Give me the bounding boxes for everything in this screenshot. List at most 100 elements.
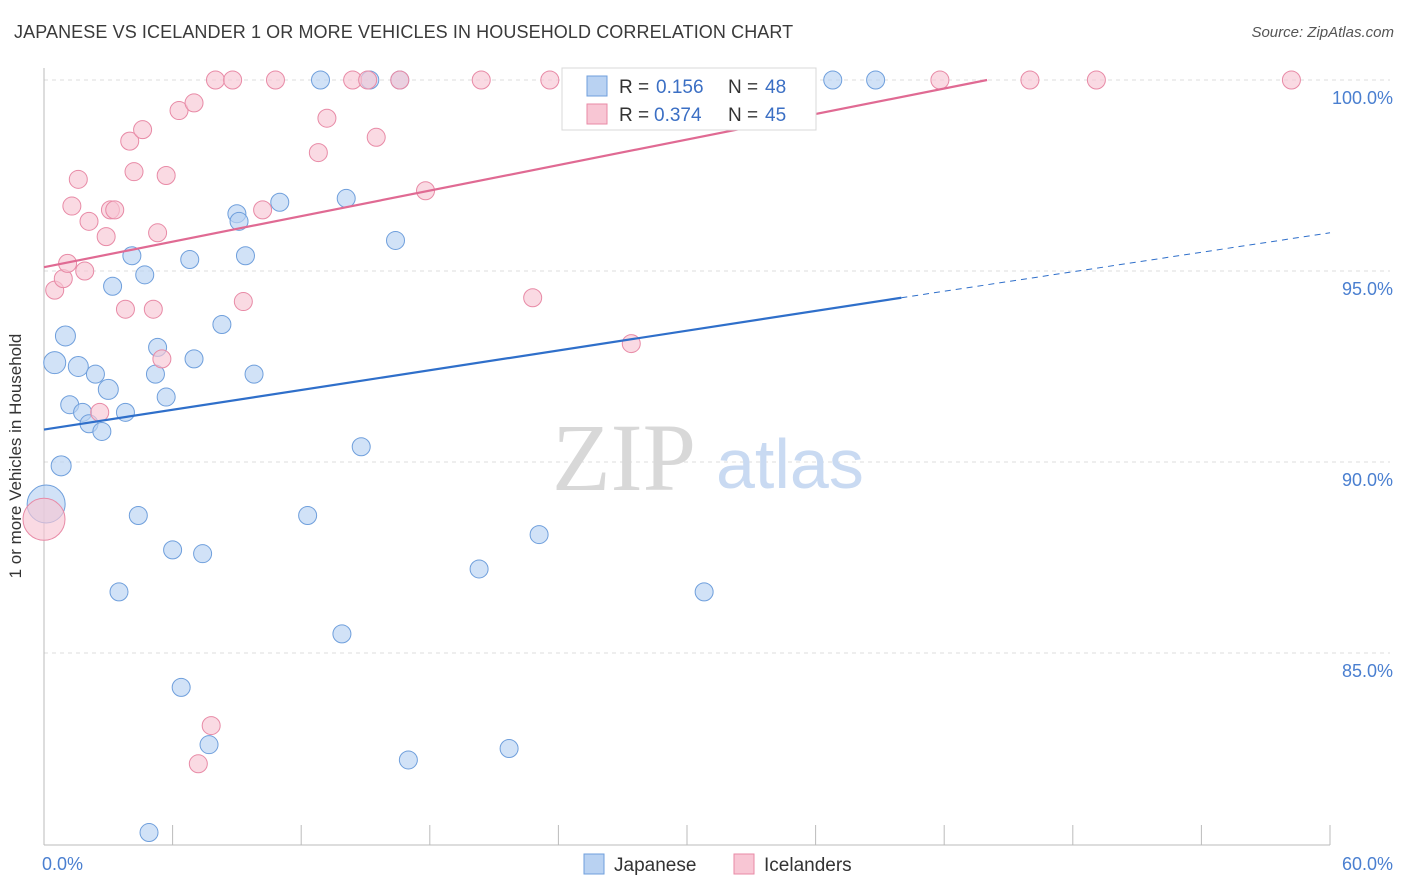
icelander-point-44	[1281, 70, 1301, 90]
icelander-point-36	[471, 70, 491, 90]
japanese-point-44	[529, 525, 549, 545]
bottom-legend-swatch-japanese	[583, 853, 605, 875]
japanese-point-22	[171, 677, 191, 697]
icelander-point-13	[120, 131, 140, 151]
trendline-icelanders	[43, 78, 988, 269]
japanese-point-21	[163, 540, 183, 560]
icelander-point-32	[358, 70, 378, 90]
icelander-point-41	[930, 70, 950, 90]
japanese-point-30	[235, 246, 255, 266]
icelander-point-7	[79, 211, 99, 231]
icelander-point-21	[184, 93, 204, 113]
legend-n-label-japanese: N =	[728, 77, 758, 98]
icelander-point-12	[115, 299, 135, 319]
japanese-point-32	[270, 192, 290, 212]
icelander-point-19	[156, 166, 176, 185]
japanese-point-9	[92, 421, 112, 441]
japanese-point-25	[193, 544, 213, 564]
icelander-point-18	[152, 349, 172, 369]
bottom-legend-label-japanese: Japanese	[614, 855, 696, 876]
japanese-point-17	[139, 823, 159, 843]
japanese-point-39	[386, 230, 406, 250]
legend-r-label-japanese: R =	[619, 77, 649, 98]
trendline-japanese	[43, 296, 902, 431]
icelander-point-25	[223, 70, 243, 90]
y-tick-label-1: 95.0%	[1342, 279, 1393, 299]
gridlines	[44, 79, 1390, 654]
icelander-point-9	[96, 227, 116, 247]
icelander-point-0	[22, 497, 66, 541]
tick-labels: 100.0% 95.0% 90.0% 85.0% 0.0% 60.0%	[42, 88, 1393, 874]
icelander-point-27	[253, 200, 273, 220]
icelander-point-8	[90, 402, 110, 422]
japanese-point-1	[43, 351, 67, 375]
icelander-point-23	[201, 716, 221, 736]
japanese-point-41	[398, 750, 418, 770]
japanese-point-5	[67, 356, 89, 377]
icelander-point-37	[523, 288, 543, 308]
japanese-point-20	[156, 387, 176, 407]
chart-title: JAPANESE VS ICELANDER 1 OR MORE VEHICLES…	[14, 22, 794, 42]
legend-r-label-icelanders: R =	[619, 105, 649, 126]
icelander-point-38	[540, 70, 560, 90]
icelander-point-11	[105, 200, 125, 220]
icelander-point-15	[133, 120, 153, 140]
axes	[43, 68, 1331, 846]
legend-n-value-icelanders: 45	[765, 105, 786, 126]
icelander-point-22	[188, 754, 208, 774]
japanese-point-15	[128, 505, 148, 525]
series-icelanders-points	[22, 70, 1301, 774]
japanese-point-27	[212, 314, 232, 334]
watermark-atlas: atlas	[716, 425, 864, 503]
icelander-point-34	[390, 70, 410, 90]
bottom-legend-swatch-icelanders	[733, 853, 755, 875]
japanese-point-45	[694, 582, 714, 602]
japanese-point-23	[180, 250, 200, 270]
legend-swatch-japanese	[586, 75, 608, 97]
icelander-point-16	[143, 299, 163, 319]
japanese-point-34	[310, 70, 330, 90]
bottom-legend-label-icelanders: Icelanders	[764, 855, 852, 876]
japanese-point-33	[298, 505, 318, 525]
legend-n-label-icelanders: N =	[728, 105, 758, 126]
y-tick-label-3: 85.0%	[1342, 661, 1393, 681]
icelander-point-28	[265, 70, 285, 90]
legend-n-value-japanese: 48	[765, 77, 786, 98]
japanese-point-26	[199, 735, 219, 755]
icelander-point-17	[148, 223, 168, 243]
japanese-point-24	[184, 349, 204, 369]
legend-r-value-icelanders: 0.374	[654, 105, 702, 126]
legend-r-value-japanese: 0.156	[656, 77, 704, 98]
japanese-point-8	[85, 364, 105, 384]
icelander-point-26	[233, 292, 253, 312]
icelander-point-33	[366, 127, 386, 147]
watermark-zip: ZIP	[552, 404, 696, 511]
y-tick-label-0: 100.0%	[1332, 88, 1393, 108]
icelander-point-6	[75, 261, 95, 281]
icelander-point-5	[68, 169, 88, 189]
icelander-point-4	[62, 196, 82, 216]
source-label: Source: ZipAtlas.com	[1251, 24, 1394, 41]
icelander-point-29	[308, 143, 328, 163]
watermark: ZIP atlas	[552, 404, 864, 511]
japanese-point-11	[103, 276, 123, 296]
x-tick-label-0: 0.0%	[42, 854, 83, 874]
japanese-point-12	[109, 582, 129, 602]
japanese-point-16	[135, 265, 155, 285]
legend: R = 0.156 N = 48 R = 0.374 N = 45	[561, 67, 817, 131]
japanese-point-36	[336, 188, 356, 208]
japanese-point-2	[50, 455, 72, 477]
trendline-japanese-extension	[901, 232, 1331, 299]
japanese-point-35	[332, 624, 352, 644]
icelander-point-14	[124, 162, 144, 182]
legend-swatch-icelanders	[586, 103, 608, 125]
icelander-point-24	[205, 70, 225, 90]
icelander-point-20	[169, 101, 189, 121]
trendlines	[43, 78, 1331, 431]
japanese-point-29	[229, 211, 249, 231]
japanese-point-37	[351, 437, 371, 457]
icelander-point-43	[1086, 70, 1106, 90]
japanese-point-31	[244, 364, 264, 384]
japanese-point-47	[866, 70, 886, 90]
